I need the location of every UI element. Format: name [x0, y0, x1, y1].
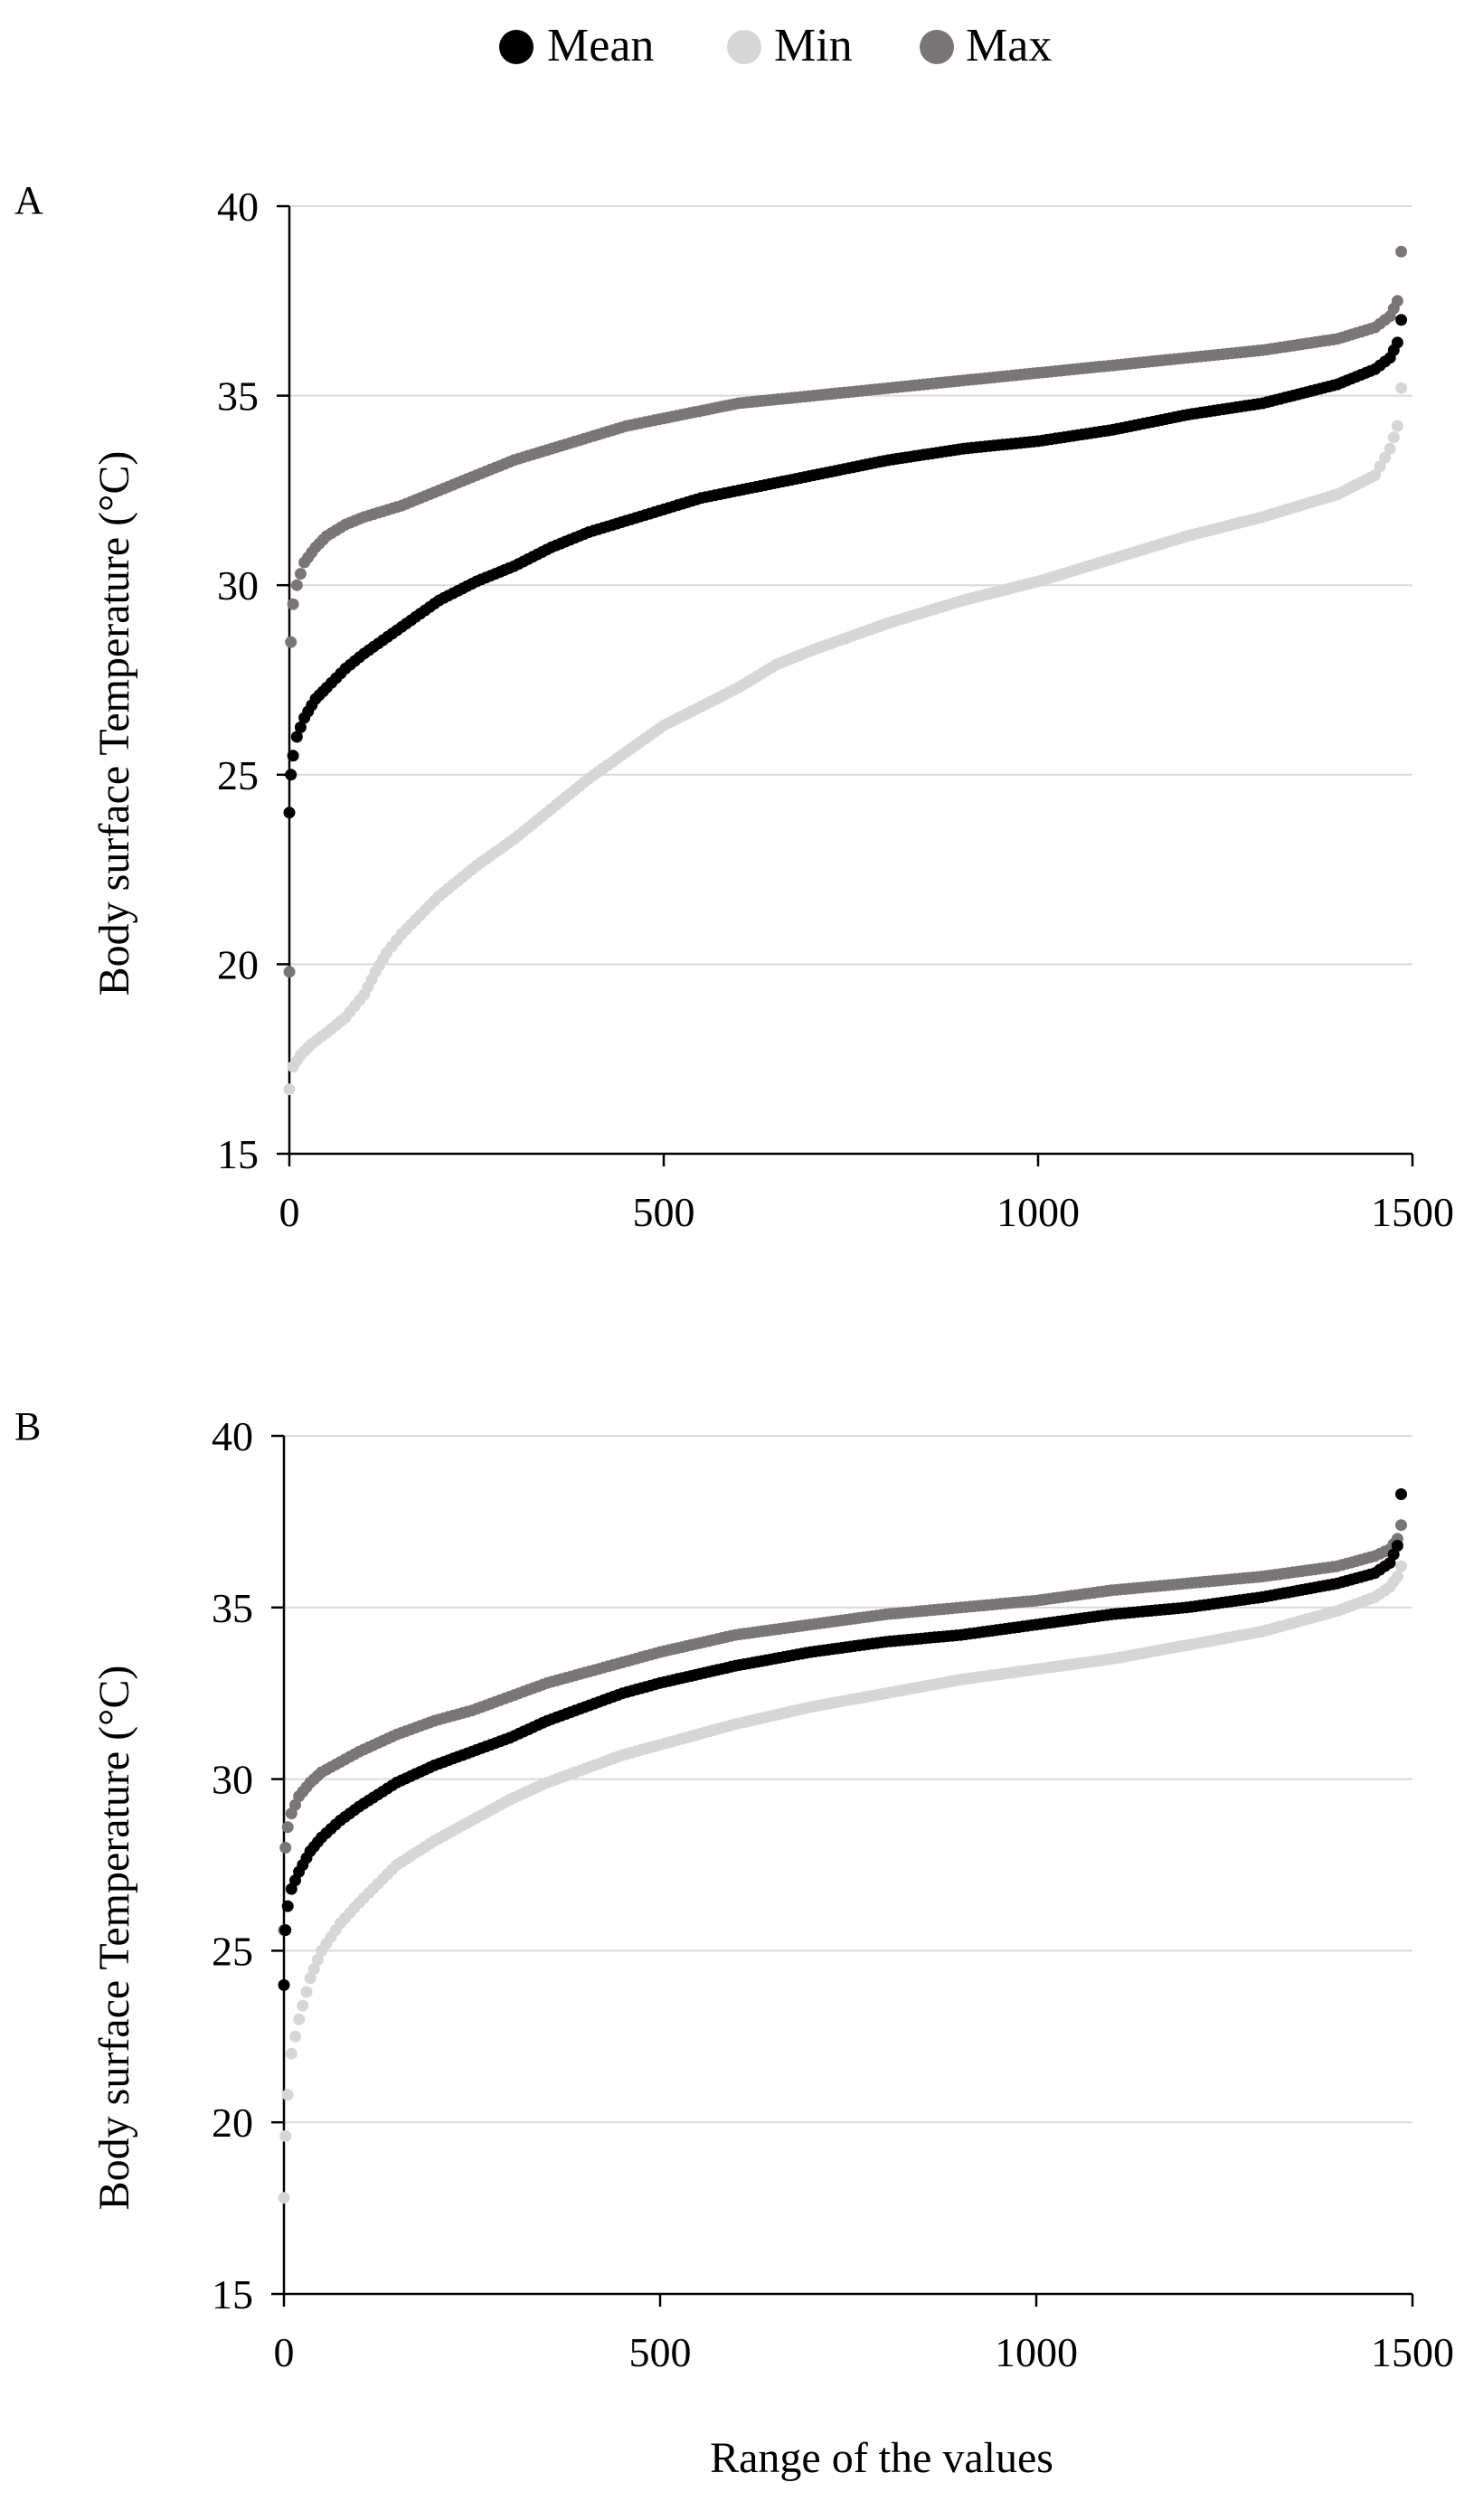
point-min: [311, 1954, 324, 1966]
point-mean: [283, 807, 296, 819]
y-tick-label: 40: [217, 184, 259, 230]
point-max: [1395, 1519, 1407, 1532]
point-mean: [281, 1900, 294, 1912]
x-tick-label: 500: [629, 2329, 692, 2375]
point-mean: [285, 769, 298, 781]
point-min: [1379, 451, 1392, 464]
point-min: [307, 1963, 320, 1976]
point-min: [304, 1972, 316, 1985]
x-tick-label: 1000: [997, 1189, 1080, 1235]
point-min: [1387, 431, 1400, 444]
point-max: [294, 568, 307, 580]
y-axis-title-b: Body surface Temperature (°C): [90, 1666, 138, 2211]
y-tick-label: 15: [212, 2271, 253, 2317]
point-min: [1384, 442, 1396, 455]
series-min-a: [283, 382, 1408, 1096]
series-mean-b: [278, 1488, 1407, 1991]
point-min: [1395, 1560, 1407, 1572]
point-mean: [1391, 336, 1403, 349]
point-min: [283, 1083, 296, 1096]
chart-panel-b: B Body surface Temperature (°C) 15 20 25 30…: [14, 1404, 1454, 2482]
x-tick-label: 1000: [995, 2329, 1078, 2375]
point-max: [1391, 295, 1403, 307]
point-max: [285, 636, 298, 648]
x-tick-label: 1500: [1371, 2329, 1454, 2375]
point-max: [279, 1842, 292, 1854]
series-mean-a: [283, 314, 1408, 819]
point-max: [283, 966, 296, 978]
point-min: [281, 2089, 294, 2101]
x-tick-label: 1500: [1371, 1189, 1454, 1235]
point-min: [1391, 420, 1403, 432]
point-max: [290, 579, 303, 591]
point-min: [1395, 382, 1408, 394]
y-axis-title-a: Body surface Temperature (°C): [90, 451, 138, 996]
point-min: [289, 2030, 301, 2043]
legend: Mean Min Max: [499, 20, 1052, 71]
y-tick-label: 35: [212, 1585, 253, 1631]
y-tick-label: 30: [212, 1757, 253, 1803]
point-min: [278, 2192, 290, 2204]
legend-marker-mean: [499, 30, 534, 64]
x-tick-label: 0: [279, 1189, 300, 1235]
point-mean: [279, 1924, 292, 1937]
legend-item-min[interactable]: Min: [727, 20, 853, 71]
y-tick-label: 30: [217, 562, 259, 609]
y-tick-label: 20: [212, 2100, 253, 2146]
x-axis-title: Range of the values: [710, 2434, 1053, 2482]
legend-item-max[interactable]: Max: [920, 20, 1052, 71]
point-mean: [287, 750, 299, 762]
y-tick-label: 25: [212, 1928, 253, 1974]
series-max-a: [283, 245, 1408, 978]
point-min: [300, 1986, 313, 1998]
legend-label-mean: Mean: [547, 20, 654, 71]
point-mean: [294, 721, 307, 733]
point-min: [1391, 1571, 1403, 1583]
panel-label-b: B: [14, 1404, 41, 1449]
legend-label-max: Max: [966, 20, 1052, 71]
legend-marker-max: [920, 30, 954, 64]
y-tick-label: 35: [217, 373, 259, 420]
point-mean: [278, 1978, 290, 1991]
chart-panel-a: A Body surface Temperature (°C) 15 20 25 30…: [14, 178, 1454, 1235]
legend-marker-min: [727, 30, 761, 64]
point-min: [279, 2129, 292, 2142]
point-max: [1395, 245, 1408, 258]
point-mean: [1395, 1488, 1407, 1500]
y-tick-label: 40: [212, 1413, 253, 1459]
x-tick-label: 500: [633, 1189, 695, 1235]
point-min: [1374, 460, 1386, 473]
panel-label-a: A: [14, 178, 43, 222]
point-max: [287, 598, 299, 610]
point-min: [297, 1999, 309, 2012]
y-tick-label: 20: [217, 941, 259, 987]
point-min: [293, 2013, 306, 2025]
x-tick-label: 0: [274, 2329, 295, 2375]
point-mean: [290, 731, 303, 743]
series-min-b: [278, 1560, 1407, 2204]
legend-label-min: Min: [774, 20, 853, 71]
point-max: [281, 1821, 294, 1834]
point-min: [1369, 469, 1382, 482]
point-mean: [1395, 314, 1408, 326]
y-tick-label: 15: [217, 1131, 259, 1177]
legend-item-mean[interactable]: Mean: [499, 20, 654, 71]
point-min: [285, 2047, 298, 2060]
y-tick-label: 25: [217, 752, 259, 798]
series-max-b: [278, 1519, 1407, 1937]
point-mean: [1391, 1540, 1403, 1552]
